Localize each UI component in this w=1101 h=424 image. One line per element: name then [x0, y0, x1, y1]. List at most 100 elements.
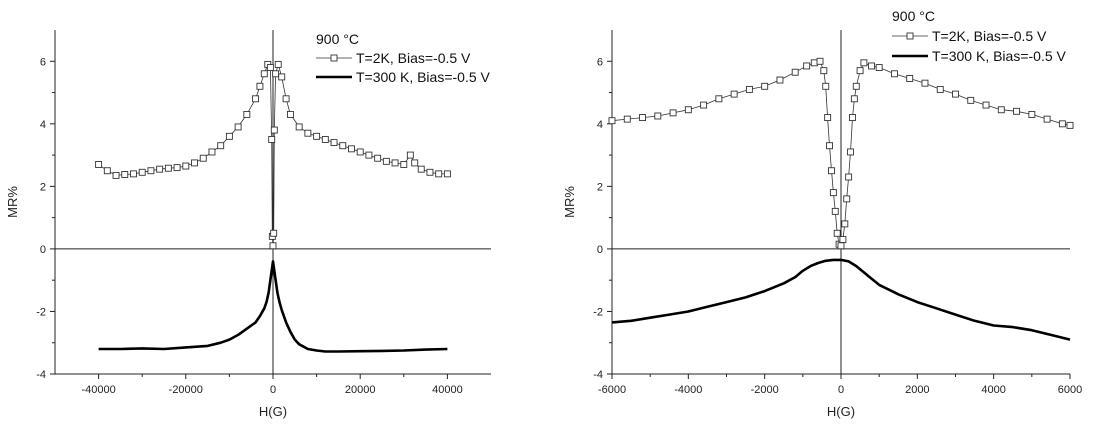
- data-point: [283, 96, 289, 102]
- data-point: [261, 71, 267, 77]
- data-point: [305, 130, 311, 136]
- data-point: [861, 60, 867, 66]
- y-axis-label: MR%: [562, 186, 577, 218]
- data-point: [183, 163, 189, 169]
- x-tick-label: -20000: [169, 384, 203, 396]
- data-point: [857, 68, 863, 74]
- x-tick-label: 0: [270, 384, 276, 396]
- data-point: [1014, 108, 1020, 114]
- data-point: [113, 172, 119, 178]
- data-point: [174, 165, 180, 171]
- data-point: [444, 171, 450, 177]
- x-tick-label: -2000: [751, 384, 779, 396]
- data-point: [148, 168, 154, 174]
- data-point: [825, 115, 831, 121]
- data-point: [122, 171, 128, 177]
- data-point: [821, 68, 827, 74]
- legend-entry: T=300 K, Bias=-0.5 V: [932, 48, 1067, 64]
- data-point: [804, 63, 810, 69]
- legend-entry: T=300 K, Bias=-0.5 V: [356, 69, 491, 85]
- x-tick-label: -4000: [674, 384, 702, 396]
- data-point: [869, 63, 875, 69]
- data-point: [269, 136, 275, 142]
- y-tick-label: 6: [40, 56, 46, 68]
- data-point: [968, 97, 974, 103]
- data-point: [953, 91, 959, 97]
- chart-left: -40000 -20000 0 20000 40000 -4 -2 0 2 4 6 H(G) MR% 90…: [5, 30, 491, 419]
- data-point: [762, 83, 768, 89]
- legend-swatch-marker: [331, 55, 337, 61]
- data-point: [1029, 111, 1035, 117]
- data-point: [840, 237, 846, 243]
- y-tick-label: -4: [593, 369, 603, 381]
- data-point: [165, 165, 171, 171]
- data-point: [1059, 121, 1065, 127]
- data-point: [314, 133, 320, 139]
- data-point: [851, 96, 857, 102]
- data-point: [270, 243, 276, 249]
- data-point: [226, 133, 232, 139]
- data-point: [253, 96, 259, 102]
- data-point: [1044, 116, 1050, 122]
- data-point: [322, 136, 328, 142]
- data-point: [130, 171, 136, 177]
- data-point: [811, 60, 817, 66]
- data-point: [273, 71, 279, 77]
- data-point: [842, 221, 848, 227]
- data-point: [157, 166, 163, 172]
- data-point: [685, 107, 691, 113]
- y-tick-label: -4: [36, 369, 46, 381]
- data-point: [731, 91, 737, 97]
- data-point: [392, 160, 398, 166]
- x-tick-label: -40000: [81, 384, 115, 396]
- data-point: [655, 113, 661, 119]
- data-point: [849, 115, 855, 121]
- data-point: [235, 124, 241, 130]
- data-point: [375, 155, 381, 161]
- x-tick-label: 4000: [981, 384, 1005, 396]
- data-point: [838, 243, 844, 249]
- data-point: [701, 102, 707, 108]
- data-point: [418, 166, 424, 172]
- data-point: [271, 230, 277, 236]
- data-point: [275, 61, 281, 67]
- data-point: [383, 158, 389, 164]
- y-tick-label: 6: [597, 56, 603, 68]
- legend-entry: T=2K, Bias=-0.5 V: [356, 50, 471, 66]
- data-point: [937, 86, 943, 92]
- x-tick-label: 40000: [432, 384, 463, 396]
- y-tick-label: 4: [597, 119, 603, 131]
- data-point: [401, 161, 407, 167]
- data-point: [844, 196, 850, 202]
- data-point: [139, 169, 145, 175]
- legend: 900 °C T=2K, Bias=-0.5 V T=300 K, Bias=-0.…: [892, 8, 1067, 64]
- x-tick-label: 2000: [905, 384, 929, 396]
- data-point: [891, 71, 897, 77]
- y-tick-label: 2: [597, 181, 603, 193]
- y-axis-label: MR%: [5, 186, 20, 218]
- data-point: [922, 80, 928, 86]
- data-point: [792, 69, 798, 75]
- legend: 900 °C T=2K, Bias=-0.5 V T=300 K, Bias=-0.…: [316, 31, 491, 85]
- data-point: [832, 208, 838, 214]
- x-tick-label: 20000: [345, 384, 376, 396]
- y-tick-label: 2: [40, 181, 46, 193]
- data-point: [830, 190, 836, 196]
- data-point: [267, 65, 273, 71]
- y-tick-label: -2: [36, 306, 46, 318]
- data-point: [412, 160, 418, 166]
- data-point: [209, 149, 215, 155]
- data-point: [609, 118, 615, 124]
- y-tick-label: -2: [593, 306, 603, 318]
- data-point: [348, 146, 354, 152]
- data-point: [670, 110, 676, 116]
- data-point: [331, 140, 337, 146]
- y-tick-label: 4: [40, 119, 46, 131]
- data-point: [407, 152, 413, 158]
- x-tick-label: 0: [838, 384, 844, 396]
- legend-title: 900 °C: [892, 8, 935, 24]
- data-point: [827, 143, 833, 149]
- data-point: [200, 155, 206, 161]
- chart-right: -6000 -4000 -2000 0 2000 4000 6000 -4 -2 0 2 4 6 H(G)…: [562, 8, 1082, 419]
